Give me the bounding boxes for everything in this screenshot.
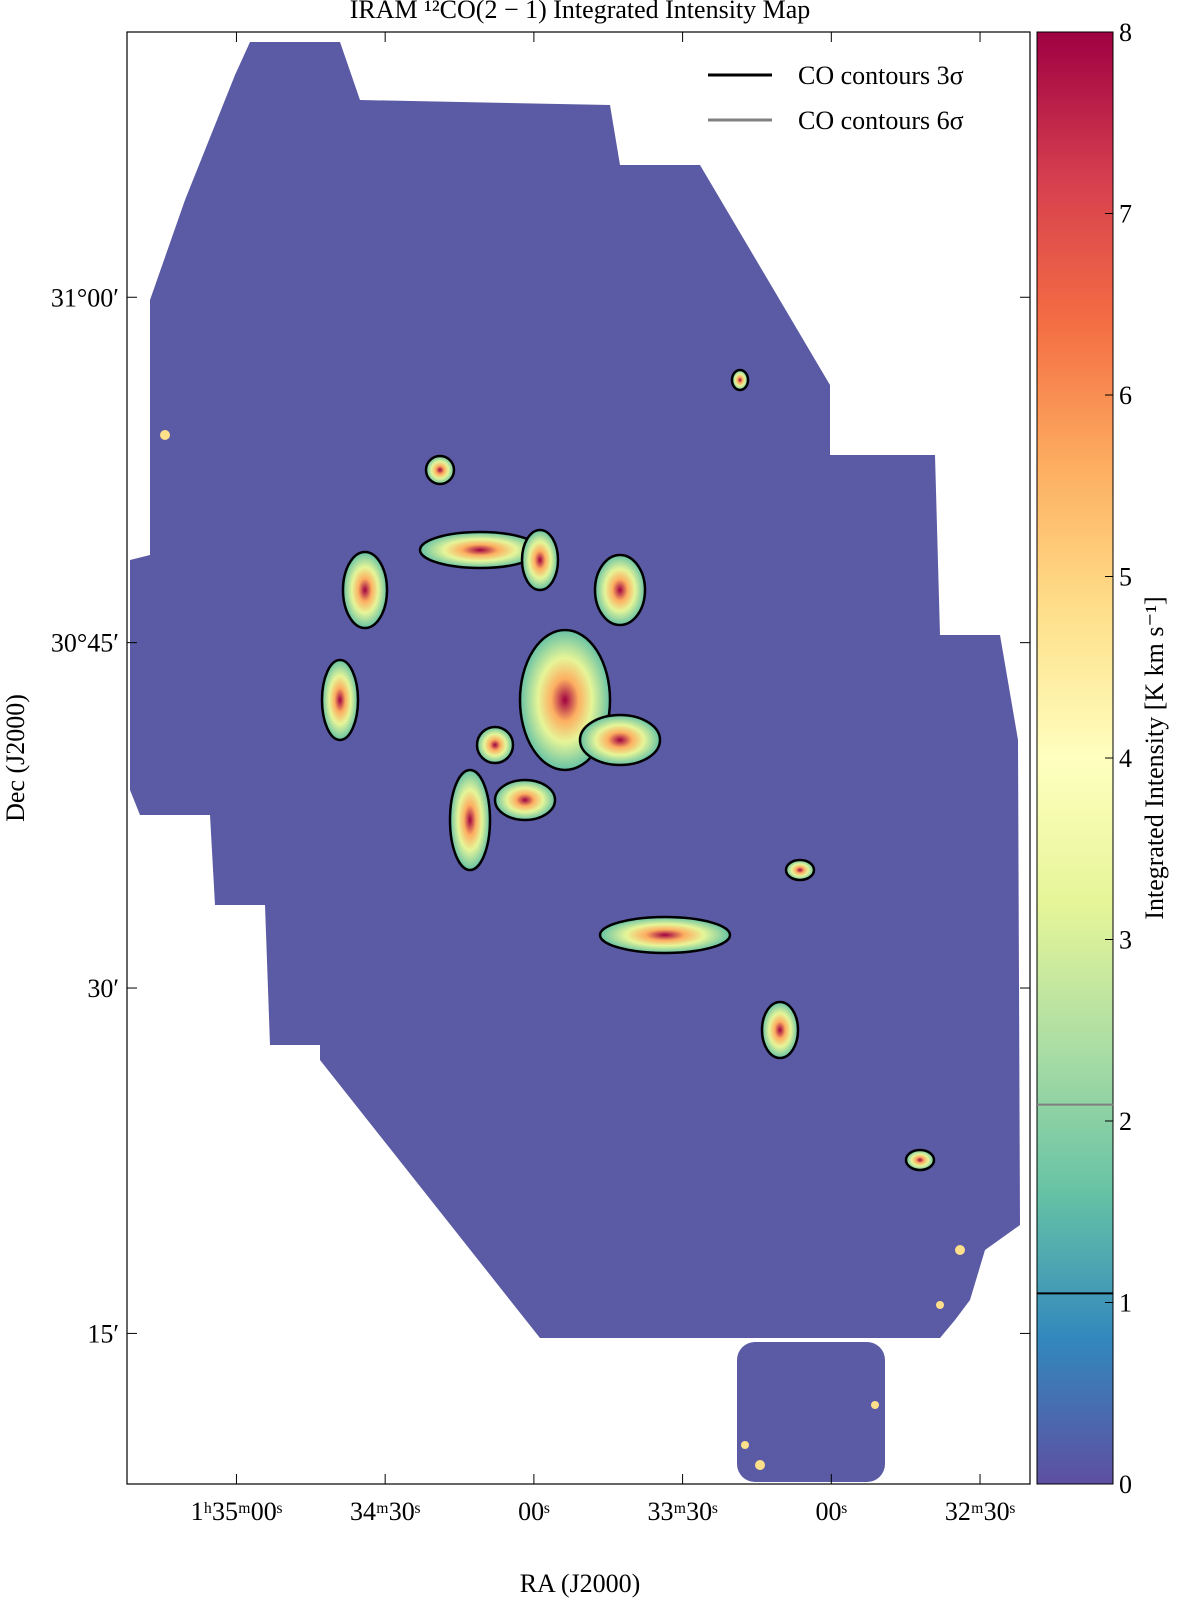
x-axis-label: RA (J2000) xyxy=(520,1569,641,1598)
plot-frame xyxy=(126,31,1031,1485)
chart-title: IRAM ¹²CO(2 − 1) Integrated Intensity Ma… xyxy=(350,0,811,24)
bright-spots xyxy=(160,430,965,1470)
colorbar-tick-label: 3 xyxy=(1119,926,1132,955)
x-tick-label: 34ᵐ30ˢ xyxy=(350,1497,421,1526)
colorbar-tick-label: 8 xyxy=(1119,18,1132,47)
colorbar-tick-label: 6 xyxy=(1119,381,1132,410)
y-tick-label: 30′ xyxy=(87,974,119,1003)
y-tick-label: 31°00′ xyxy=(51,283,119,312)
x-tick-label: 00ˢ xyxy=(816,1497,848,1526)
emission-clumps xyxy=(320,368,936,1172)
colorbar-tick-label: 0 xyxy=(1119,1470,1132,1499)
colorbar-tick-label: 7 xyxy=(1119,200,1132,229)
colorbar-tick-label: 1 xyxy=(1119,1289,1132,1318)
map xyxy=(130,42,1020,1482)
colorbar-label: Integrated Intensity [K km s⁻¹] xyxy=(1140,596,1169,919)
x-tick-label: 33ᵐ30ˢ xyxy=(647,1497,718,1526)
colorbar-tick-label: 5 xyxy=(1119,563,1132,592)
legend-label: CO contours 6σ xyxy=(798,106,964,135)
y-tick-label: 30°45′ xyxy=(51,629,119,658)
colorbar-tick-label: 2 xyxy=(1119,1107,1132,1136)
map-footprint xyxy=(737,1342,885,1482)
colorbar xyxy=(1036,31,1114,1485)
y-tick-label: 15′ xyxy=(87,1319,119,1348)
x-tick-label: 32ᵐ30ˢ xyxy=(945,1497,1016,1526)
colorbar-tick-label: 4 xyxy=(1119,744,1132,773)
x-tick-label: 00ˢ xyxy=(518,1497,550,1526)
legend-label: CO contours 3σ xyxy=(798,61,964,90)
y-axis-label: Dec (J2000) xyxy=(1,694,30,822)
x-tick-label: 1ʰ35ᵐ00ˢ xyxy=(191,1497,283,1526)
